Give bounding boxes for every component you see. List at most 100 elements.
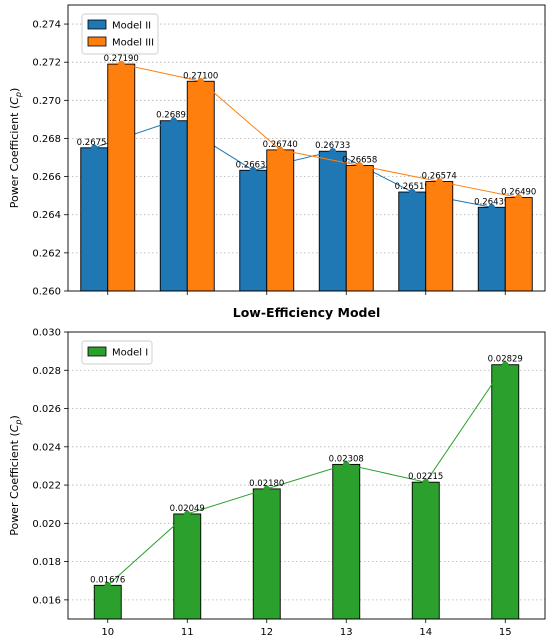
bar-model-iii xyxy=(107,63,136,292)
data-point xyxy=(342,461,350,468)
bar-model-ii xyxy=(239,169,268,292)
data-point xyxy=(117,60,125,68)
bar-model-ii xyxy=(80,147,109,292)
data-label: 0.26490 xyxy=(501,188,536,198)
data-point xyxy=(515,194,523,201)
legend-swatch xyxy=(87,19,107,30)
y-axis-label: Power Coefficient (Cp) xyxy=(8,415,23,536)
data-label: 0.27100 xyxy=(183,71,218,81)
y-tick-label: 0.028 xyxy=(32,366,61,377)
y-axis-label-text: Power Coefficient ( xyxy=(8,105,21,209)
bar-model-i xyxy=(173,513,202,620)
y-tick-label: 0.024 xyxy=(32,442,61,453)
x-tick-label: 14 xyxy=(419,627,432,638)
bar-model-ii xyxy=(159,120,188,292)
data-point xyxy=(104,582,112,589)
bar-model-i xyxy=(332,463,361,620)
data-label: 0.02049 xyxy=(170,504,205,514)
data-point xyxy=(276,146,284,154)
data-label: 0.26751 xyxy=(77,138,112,148)
chart-bottom-low-efficiency: Low-Efficiency Model 0.016 0.018 0.020 0.022… xyxy=(8,305,546,638)
bar-model-i xyxy=(93,584,122,620)
chart-title: Low-Efficiency Model xyxy=(233,305,381,320)
y-axis-label-text: Power Coefficient ( xyxy=(8,432,21,536)
bar-model-ii xyxy=(477,206,506,292)
bar-model-iii xyxy=(504,197,533,292)
y-tick-label: 0.030 xyxy=(32,328,61,339)
data-label: 0.02180 xyxy=(249,479,284,489)
data-point xyxy=(501,361,509,369)
y-axis-label-var: C xyxy=(8,424,21,432)
y-tick-label: 0.264 xyxy=(32,210,61,221)
data-point xyxy=(422,478,430,486)
data-label: 0.01676 xyxy=(90,575,125,585)
y-tick-label: 0.266 xyxy=(32,172,61,183)
data-point xyxy=(408,188,416,196)
y-tick-label: 0.262 xyxy=(32,248,61,259)
data-point xyxy=(263,485,271,493)
data-label: 0.27190 xyxy=(104,54,139,64)
y-axis-label-var: C xyxy=(8,97,21,105)
data-point xyxy=(435,178,443,185)
x-tick-label: 10 xyxy=(101,627,114,638)
bar-model-i xyxy=(491,364,520,620)
x-tick-label: 13 xyxy=(340,627,353,638)
y-tick-label: 0.020 xyxy=(32,519,61,530)
data-point xyxy=(170,117,178,125)
data-point xyxy=(197,77,205,85)
bar-model-iii xyxy=(345,165,374,292)
legend-swatch xyxy=(87,36,107,47)
series-line-model-i xyxy=(107,364,506,586)
data-label: 0.26633 xyxy=(236,160,271,170)
plot-frame xyxy=(67,331,546,620)
data-point xyxy=(329,147,337,155)
data-point xyxy=(488,203,496,211)
y-tick-label: 0.022 xyxy=(32,481,61,492)
y-tick-label: 0.018 xyxy=(32,557,61,568)
data-label: 0.26733 xyxy=(315,141,350,151)
data-label: 0.02215 xyxy=(408,472,443,482)
data-label: 0.26893 xyxy=(156,111,191,121)
legend-swatch xyxy=(87,346,107,357)
y-tick-label: 0.270 xyxy=(32,96,61,107)
y-tick-label: 0.026 xyxy=(32,404,61,415)
y-axis-label: Power Coefficient (Cp) xyxy=(8,88,23,209)
y-tick-label: 0.268 xyxy=(32,134,61,145)
y-tick-label: 0.016 xyxy=(32,595,61,606)
data-point xyxy=(90,144,98,152)
bar-model-ii xyxy=(398,191,427,292)
bar-model-ii xyxy=(318,150,347,292)
data-point xyxy=(356,162,364,169)
bar-model-i xyxy=(252,488,281,620)
x-tick-label: 11 xyxy=(181,627,194,638)
data-point xyxy=(249,167,257,174)
x-tick-label: 15 xyxy=(499,627,512,638)
data-label: 0.26574 xyxy=(422,172,457,182)
y-axis-label-sub: p xyxy=(14,420,23,426)
data-label: 0.26439 xyxy=(474,197,509,207)
bar-model-i xyxy=(411,481,440,620)
data-label: 0.26519 xyxy=(395,182,430,192)
x-tick-label: 12 xyxy=(260,627,273,638)
bar-model-iii xyxy=(266,149,295,292)
legend-label: Model II xyxy=(112,21,151,32)
y-axis-label-sub: p xyxy=(14,92,23,98)
series-line-model-iii xyxy=(121,63,519,199)
y-tick-label: 0.274 xyxy=(32,20,61,31)
legend-label: Model III xyxy=(112,38,154,49)
y-tick-label: 0.272 xyxy=(32,58,61,69)
data-label: 0.02308 xyxy=(329,454,364,464)
data-label: 0.26658 xyxy=(342,156,377,166)
bar-model-iii xyxy=(186,80,215,292)
plot-frame xyxy=(67,4,546,292)
data-point xyxy=(183,510,191,518)
data-label: 0.26740 xyxy=(263,140,298,150)
legend-label: Model I xyxy=(112,348,148,359)
y-tick-label: 0.260 xyxy=(32,287,61,298)
bar-model-iii xyxy=(425,181,454,292)
chart-top-model-ii-iii: 0.260 0.262 0.264 0.266 0.268 0.270 0.272 0.274… xyxy=(8,4,546,298)
data-label: 0.02829 xyxy=(488,355,523,365)
y-axis-label-close: ) xyxy=(8,88,21,92)
y-axis-label-close: ) xyxy=(8,415,21,419)
